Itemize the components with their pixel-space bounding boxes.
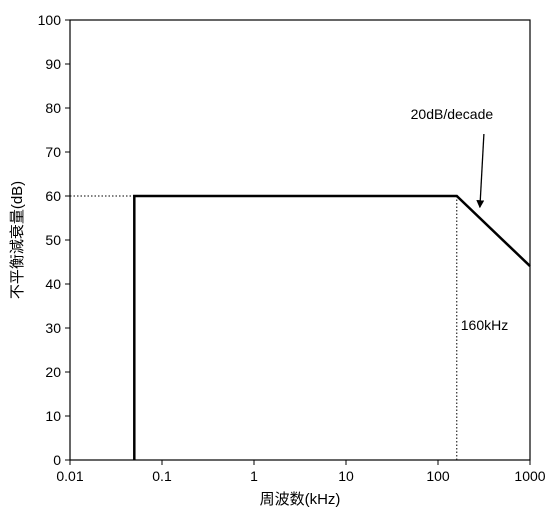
annotation-label-2: 160kHz: [461, 317, 508, 333]
y-axis-label: 不平衡減衰量(dB): [9, 181, 26, 299]
y-tick-label-11: 100: [38, 12, 62, 28]
x-tick-label-1: 0.01: [56, 468, 83, 484]
y-tick-label-10: 90: [45, 56, 61, 72]
y-tick-label-8: 70: [45, 144, 61, 160]
y-tick-label-1: 0: [53, 452, 61, 468]
x-tick-label-4: 10: [338, 468, 354, 484]
y-tick-label-6: 50: [45, 232, 61, 248]
x-tick-label-3: 1: [250, 468, 258, 484]
y-tick-label-7: 60: [45, 188, 61, 204]
y-tick-label-4: 30: [45, 320, 61, 336]
y-tick-label-3: 20: [45, 364, 61, 380]
x-axis-label: 周波数(kHz): [260, 491, 341, 508]
annotation-label-1: 20dB/decade: [411, 106, 494, 122]
y-tick-label-5: 40: [45, 276, 61, 292]
x-tick-label-5: 100: [426, 468, 450, 484]
y-tick-label-2: 10: [45, 408, 61, 424]
x-tick-label-2: 0.1: [152, 468, 172, 484]
x-tick-label-6: 1000: [514, 468, 545, 484]
y-tick-label-9: 80: [45, 100, 61, 116]
plot-area: [70, 20, 530, 460]
